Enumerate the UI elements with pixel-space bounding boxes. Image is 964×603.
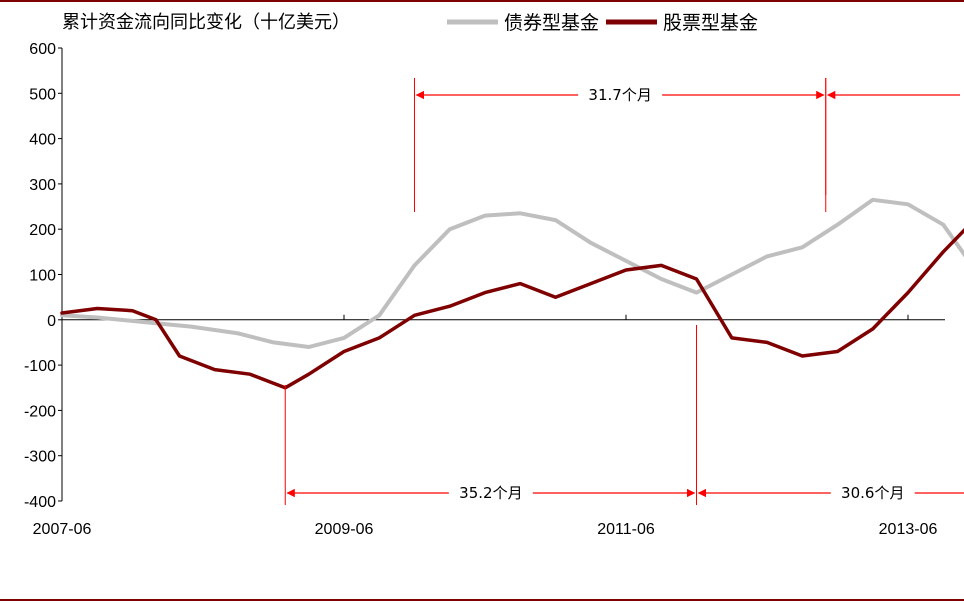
legend-label-equity: 股票型基金 bbox=[663, 12, 758, 34]
axes: 600 500 400 300 200 100 0 -100 -200 -300 -400 2007-… bbox=[24, 41, 945, 538]
y-tick-label: 0 bbox=[47, 313, 56, 330]
y-tick-label: -300 bbox=[24, 449, 56, 466]
bottom-interval: 35.2个月 bbox=[284, 385, 697, 505]
legend: 债券型基金 股票型基金 bbox=[447, 12, 758, 34]
y-tick-label: 500 bbox=[29, 86, 56, 103]
interval-label: 31.7个月 bbox=[588, 86, 651, 104]
x-tick-label: 2007-06 bbox=[33, 521, 92, 538]
y-tick-label: -200 bbox=[24, 403, 56, 420]
x-tick-label: 2013-06 bbox=[879, 521, 938, 538]
chart-title: 累计资金流向同比变化（十亿美元） bbox=[62, 12, 350, 33]
interval-label: 35.2个月 bbox=[459, 484, 522, 502]
top-interval: 28.9个月 bbox=[825, 78, 960, 195]
interval-label: 30.6个月 bbox=[841, 484, 904, 502]
series-layer bbox=[60, 197, 964, 390]
y-tick-label: 100 bbox=[29, 268, 56, 285]
y-tick-label: 300 bbox=[29, 177, 56, 194]
y-tick-label: 200 bbox=[29, 222, 56, 239]
bottom-interval: 30.6个月 bbox=[696, 325, 964, 505]
series-line-bond bbox=[60, 197, 964, 349]
series-line-equity bbox=[60, 228, 964, 390]
legend-label-bond: 债券型基金 bbox=[504, 12, 599, 34]
y-tick-label: 400 bbox=[29, 132, 56, 149]
top-interval: 31.7个月 bbox=[414, 78, 827, 212]
y-tick-label: -400 bbox=[24, 494, 56, 511]
x-tick-label: 2011-06 bbox=[597, 521, 655, 538]
y-tick-label: 600 bbox=[29, 41, 56, 58]
y-tick-label: -100 bbox=[24, 358, 56, 375]
x-tick-label: 2009-06 bbox=[315, 521, 374, 538]
annotation-layer: 31.7个月28.9个月33.1个月35.2个月30.6个月23.8个月33.4… bbox=[284, 78, 964, 505]
